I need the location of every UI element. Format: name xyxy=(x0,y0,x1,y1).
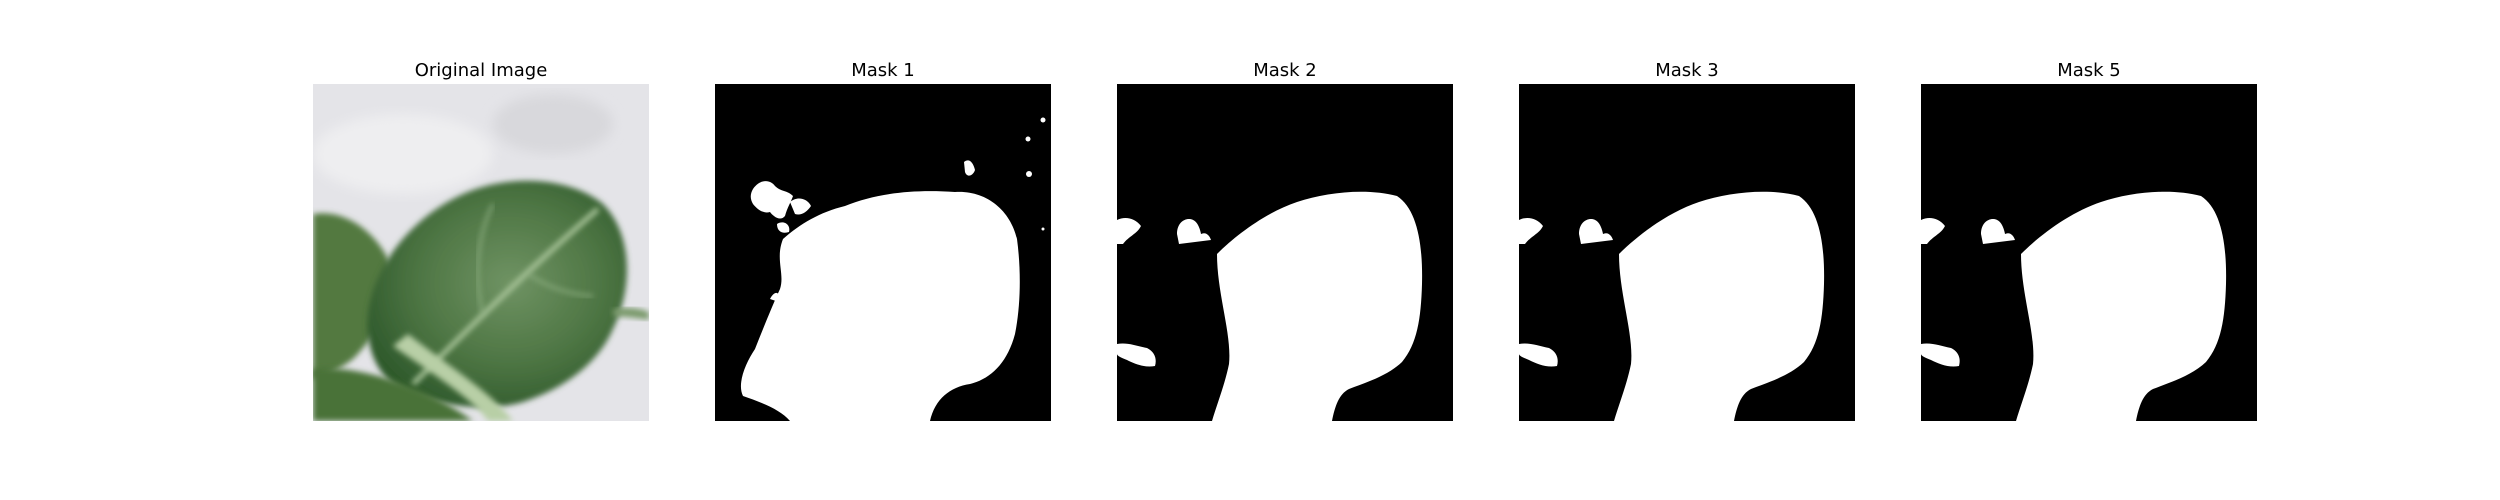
mask-5-image xyxy=(1921,84,2257,421)
mask-3-image xyxy=(1519,84,1855,421)
panel-mask-1: Mask 1 xyxy=(715,0,1051,500)
panel-title: Mask 5 xyxy=(2057,60,2121,81)
panel-title: Mask 3 xyxy=(1655,60,1719,81)
original-image xyxy=(313,84,649,421)
panel-title: Mask 2 xyxy=(1253,60,1317,81)
panel-mask-5: Mask 5 xyxy=(1921,0,2257,500)
panel-title: Original Image xyxy=(414,60,548,81)
panel-original-image: Original Image xyxy=(313,0,649,500)
panel-mask-3: Mask 3 xyxy=(1519,0,1855,500)
mask-1-image xyxy=(715,84,1051,421)
panel-mask-2: Mask 2 xyxy=(1117,0,1453,500)
mask-2-image xyxy=(1117,84,1453,421)
panel-title: Mask 1 xyxy=(851,60,915,81)
